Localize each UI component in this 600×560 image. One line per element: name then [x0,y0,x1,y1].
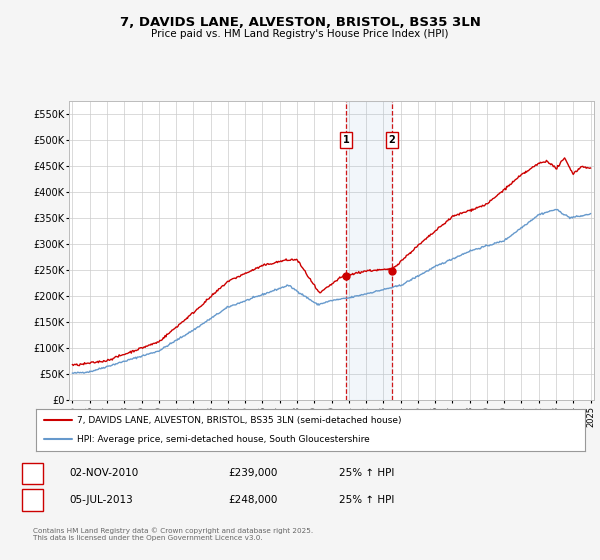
Text: £248,000: £248,000 [228,495,277,505]
Text: £239,000: £239,000 [228,468,277,478]
Text: 05-JUL-2013: 05-JUL-2013 [69,495,133,505]
Text: 2: 2 [29,495,37,505]
Text: Price paid vs. HM Land Registry's House Price Index (HPI): Price paid vs. HM Land Registry's House … [151,29,449,39]
Bar [346,101,392,400]
Text: 02-NOV-2010: 02-NOV-2010 [69,468,138,478]
Text: 1: 1 [343,135,349,145]
Text: 7, DAVIDS LANE, ALVESTON, BRISTOL, BS35 3LN: 7, DAVIDS LANE, ALVESTON, BRISTOL, BS35 … [119,16,481,29]
Text: 25% ↑ HPI: 25% ↑ HPI [339,495,394,505]
Text: 7, DAVIDS LANE, ALVESTON, BRISTOL, BS35 3LN (semi-detached house): 7, DAVIDS LANE, ALVESTON, BRISTOL, BS35 … [77,416,401,424]
Text: Contains HM Land Registry data © Crown copyright and database right 2025.
This d: Contains HM Land Registry data © Crown c… [33,528,313,541]
Text: 1: 1 [29,468,37,478]
Text: HPI: Average price, semi-detached house, South Gloucestershire: HPI: Average price, semi-detached house,… [77,435,370,444]
Text: 2: 2 [389,135,395,145]
Text: 25% ↑ HPI: 25% ↑ HPI [339,468,394,478]
